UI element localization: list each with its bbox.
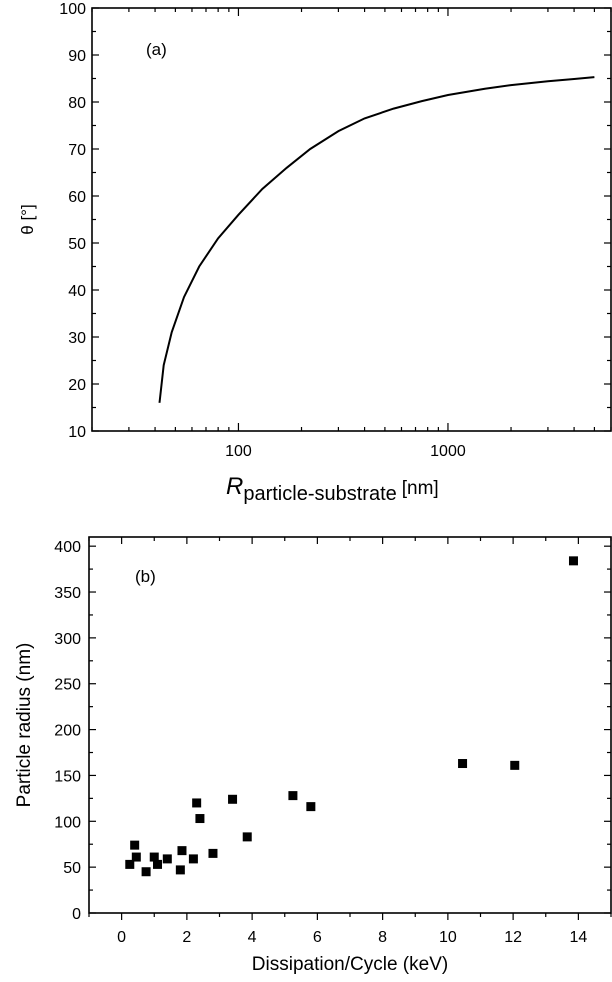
data-point (195, 814, 205, 824)
y-tick-label: 90 (68, 48, 86, 65)
x-axis-label: Dissipation/Cycle (keV) (252, 954, 448, 975)
y-tick-label: 70 (68, 142, 86, 159)
data-point (458, 759, 468, 769)
y-tick-label: 20 (68, 377, 86, 394)
panel-a-chart: 10 20 30 40 50 60 70 80 90 100 100 1000 (a) θ [°] Rpar… (18, 1, 612, 505)
x-axis-label-unit: [nm] (402, 478, 439, 499)
data-point (162, 854, 172, 864)
y-tick-label: 350 (54, 585, 81, 602)
y-axis-label: θ [°] (18, 204, 37, 234)
x-axis-label: Rparticle-substrate [nm] (226, 473, 439, 505)
y-tick-label: 100 (59, 1, 86, 18)
y-tick-label: 30 (68, 330, 86, 347)
panel-label: (a) (146, 40, 167, 59)
data-point (192, 798, 202, 808)
x-tick-label: 0 (117, 929, 126, 946)
panel-b-chart: 0 50 100 150 200 250 300 350 400 0 2 4 6 8 10 12 14 (b) Pa… (14, 536, 612, 975)
x-axis-label-subscript: particle-substrate (243, 483, 396, 505)
data-point (177, 846, 187, 856)
x-tick-label: 2 (182, 929, 191, 946)
x-tick-label: 6 (313, 929, 322, 946)
data-point (242, 832, 252, 842)
x-tick-label: 1000 (430, 443, 466, 460)
x-tick-label: 14 (569, 929, 587, 946)
x-axis-label-symbol: R (226, 473, 243, 500)
data-point (510, 760, 520, 770)
data-point (153, 859, 163, 869)
x-tick-label: 4 (248, 929, 257, 946)
x-tick-label: 12 (504, 929, 522, 946)
data-point (208, 848, 218, 858)
data-point (228, 794, 238, 804)
y-tick-label: 250 (54, 677, 81, 694)
data-point (175, 865, 185, 875)
y-tick-label: 50 (63, 860, 81, 877)
plot-frame (91, 7, 612, 432)
y-tick-label: 60 (68, 189, 86, 206)
data-curve (158, 76, 595, 403)
data-point (125, 859, 135, 869)
y-tick-label: 80 (68, 95, 86, 112)
y-tick-label: 40 (68, 283, 86, 300)
y-tick-label: 400 (54, 539, 81, 556)
panel-label: (b) (135, 567, 156, 586)
y-axis-label: Particle radius (nm) (14, 643, 35, 808)
y-tick-label: 100 (54, 814, 81, 831)
y-tick-label: 10 (68, 424, 86, 441)
y-tick-label: 50 (68, 236, 86, 253)
data-point (149, 852, 159, 862)
data-point (188, 854, 198, 864)
data-point (568, 556, 578, 566)
x-tick-label: 100 (225, 443, 252, 460)
data-point (130, 840, 140, 850)
x-tick-label: 8 (378, 929, 387, 946)
y-tick-label: 200 (54, 723, 81, 740)
data-point (131, 852, 141, 862)
y-tick-label: 150 (54, 768, 81, 785)
data-point (141, 867, 151, 877)
y-tick-label: 0 (72, 906, 81, 923)
data-point (306, 802, 316, 812)
data-point (288, 791, 298, 801)
y-tick-label: 300 (54, 631, 81, 648)
x-tick-label: 10 (439, 929, 457, 946)
